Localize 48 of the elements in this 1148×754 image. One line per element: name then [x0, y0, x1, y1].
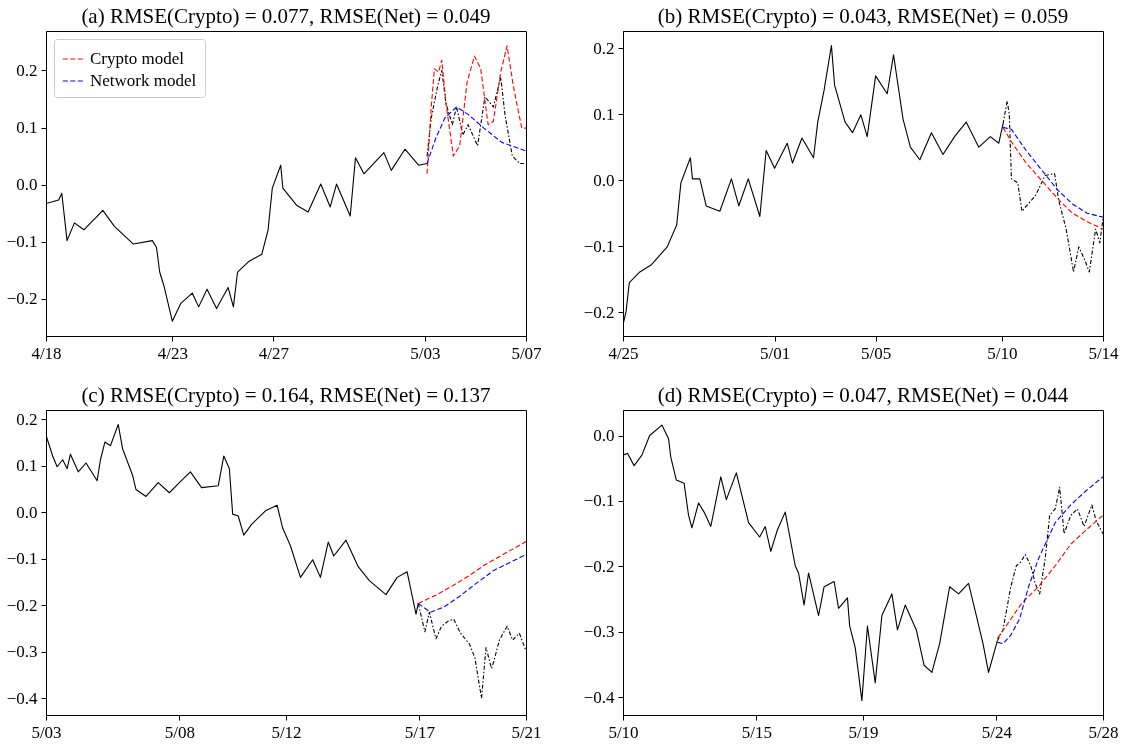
- x-tick-label: 5/15: [741, 722, 772, 742]
- y-tick-label: −0.3: [6, 642, 38, 662]
- x-tick-label: 4/25: [608, 343, 639, 363]
- x-tick-label: 5/10: [608, 722, 639, 742]
- x-tick-label: 5/14: [1088, 343, 1120, 363]
- legend-label: Crypto model: [90, 49, 185, 68]
- y-tick-label: 0.0: [593, 170, 615, 190]
- y-tick-label: 0.0: [16, 175, 38, 195]
- y-tick-label: −0.2: [583, 556, 615, 576]
- legend-label: Network model: [90, 71, 197, 90]
- x-tick-label: 5/21: [511, 722, 542, 742]
- y-tick-label: −0.2: [6, 289, 38, 309]
- x-tick-label: 5/19: [848, 722, 879, 742]
- y-tick-label: −0.3: [583, 622, 615, 642]
- x-tick-label: 5/08: [164, 722, 195, 742]
- x-tick-label: 5/12: [271, 722, 302, 742]
- x-tick-label: 5/28: [1088, 722, 1119, 742]
- chart-title: (d) RMSE(Crypto) = 0.047, RMSE(Net) = 0.044: [657, 383, 1069, 407]
- y-tick-label: 0.1: [593, 104, 615, 124]
- y-tick-label: −0.4: [6, 688, 38, 708]
- x-tick-label: 5/03: [31, 722, 62, 742]
- y-tick-label: 0.1: [16, 456, 38, 476]
- x-tick-label: 4/18: [31, 343, 62, 363]
- y-tick-label: 0.1: [16, 118, 38, 138]
- x-tick-label: 5/17: [404, 722, 436, 742]
- x-tick-label: 4/27: [258, 343, 290, 363]
- x-tick-label: 5/03: [410, 343, 441, 363]
- y-tick-label: 0.2: [593, 38, 615, 58]
- chart-title: (a) RMSE(Crypto) = 0.077, RMSE(Net) = 0.049: [81, 4, 491, 28]
- chart-title: (b) RMSE(Crypto) = 0.043, RMSE(Net) = 0.059: [657, 4, 1069, 28]
- x-tick-label: 5/24: [981, 722, 1013, 742]
- y-tick-label: −0.1: [583, 236, 615, 256]
- x-tick-label: 5/05: [861, 343, 892, 363]
- y-tick-label: −0.1: [6, 232, 38, 252]
- y-tick-label: 0.2: [16, 409, 38, 429]
- x-tick-label: 5/01: [759, 343, 791, 363]
- y-tick-label: −0.4: [583, 687, 615, 707]
- chart-title: (c) RMSE(Crypto) = 0.164, RMSE(Net) = 0.137: [81, 383, 491, 407]
- x-tick-label: 5/10: [987, 343, 1018, 363]
- y-tick-label: 0.2: [16, 60, 38, 80]
- x-tick-label: 4/23: [157, 343, 188, 363]
- y-tick-label: −0.1: [6, 549, 38, 569]
- y-tick-label: −0.2: [6, 595, 38, 615]
- y-tick-label: −0.2: [583, 302, 615, 322]
- y-tick-label: 0.0: [16, 502, 38, 522]
- y-tick-label: 0.0: [593, 426, 615, 446]
- x-tick-label: 5/07: [511, 343, 543, 363]
- y-tick-label: −0.1: [583, 491, 615, 511]
